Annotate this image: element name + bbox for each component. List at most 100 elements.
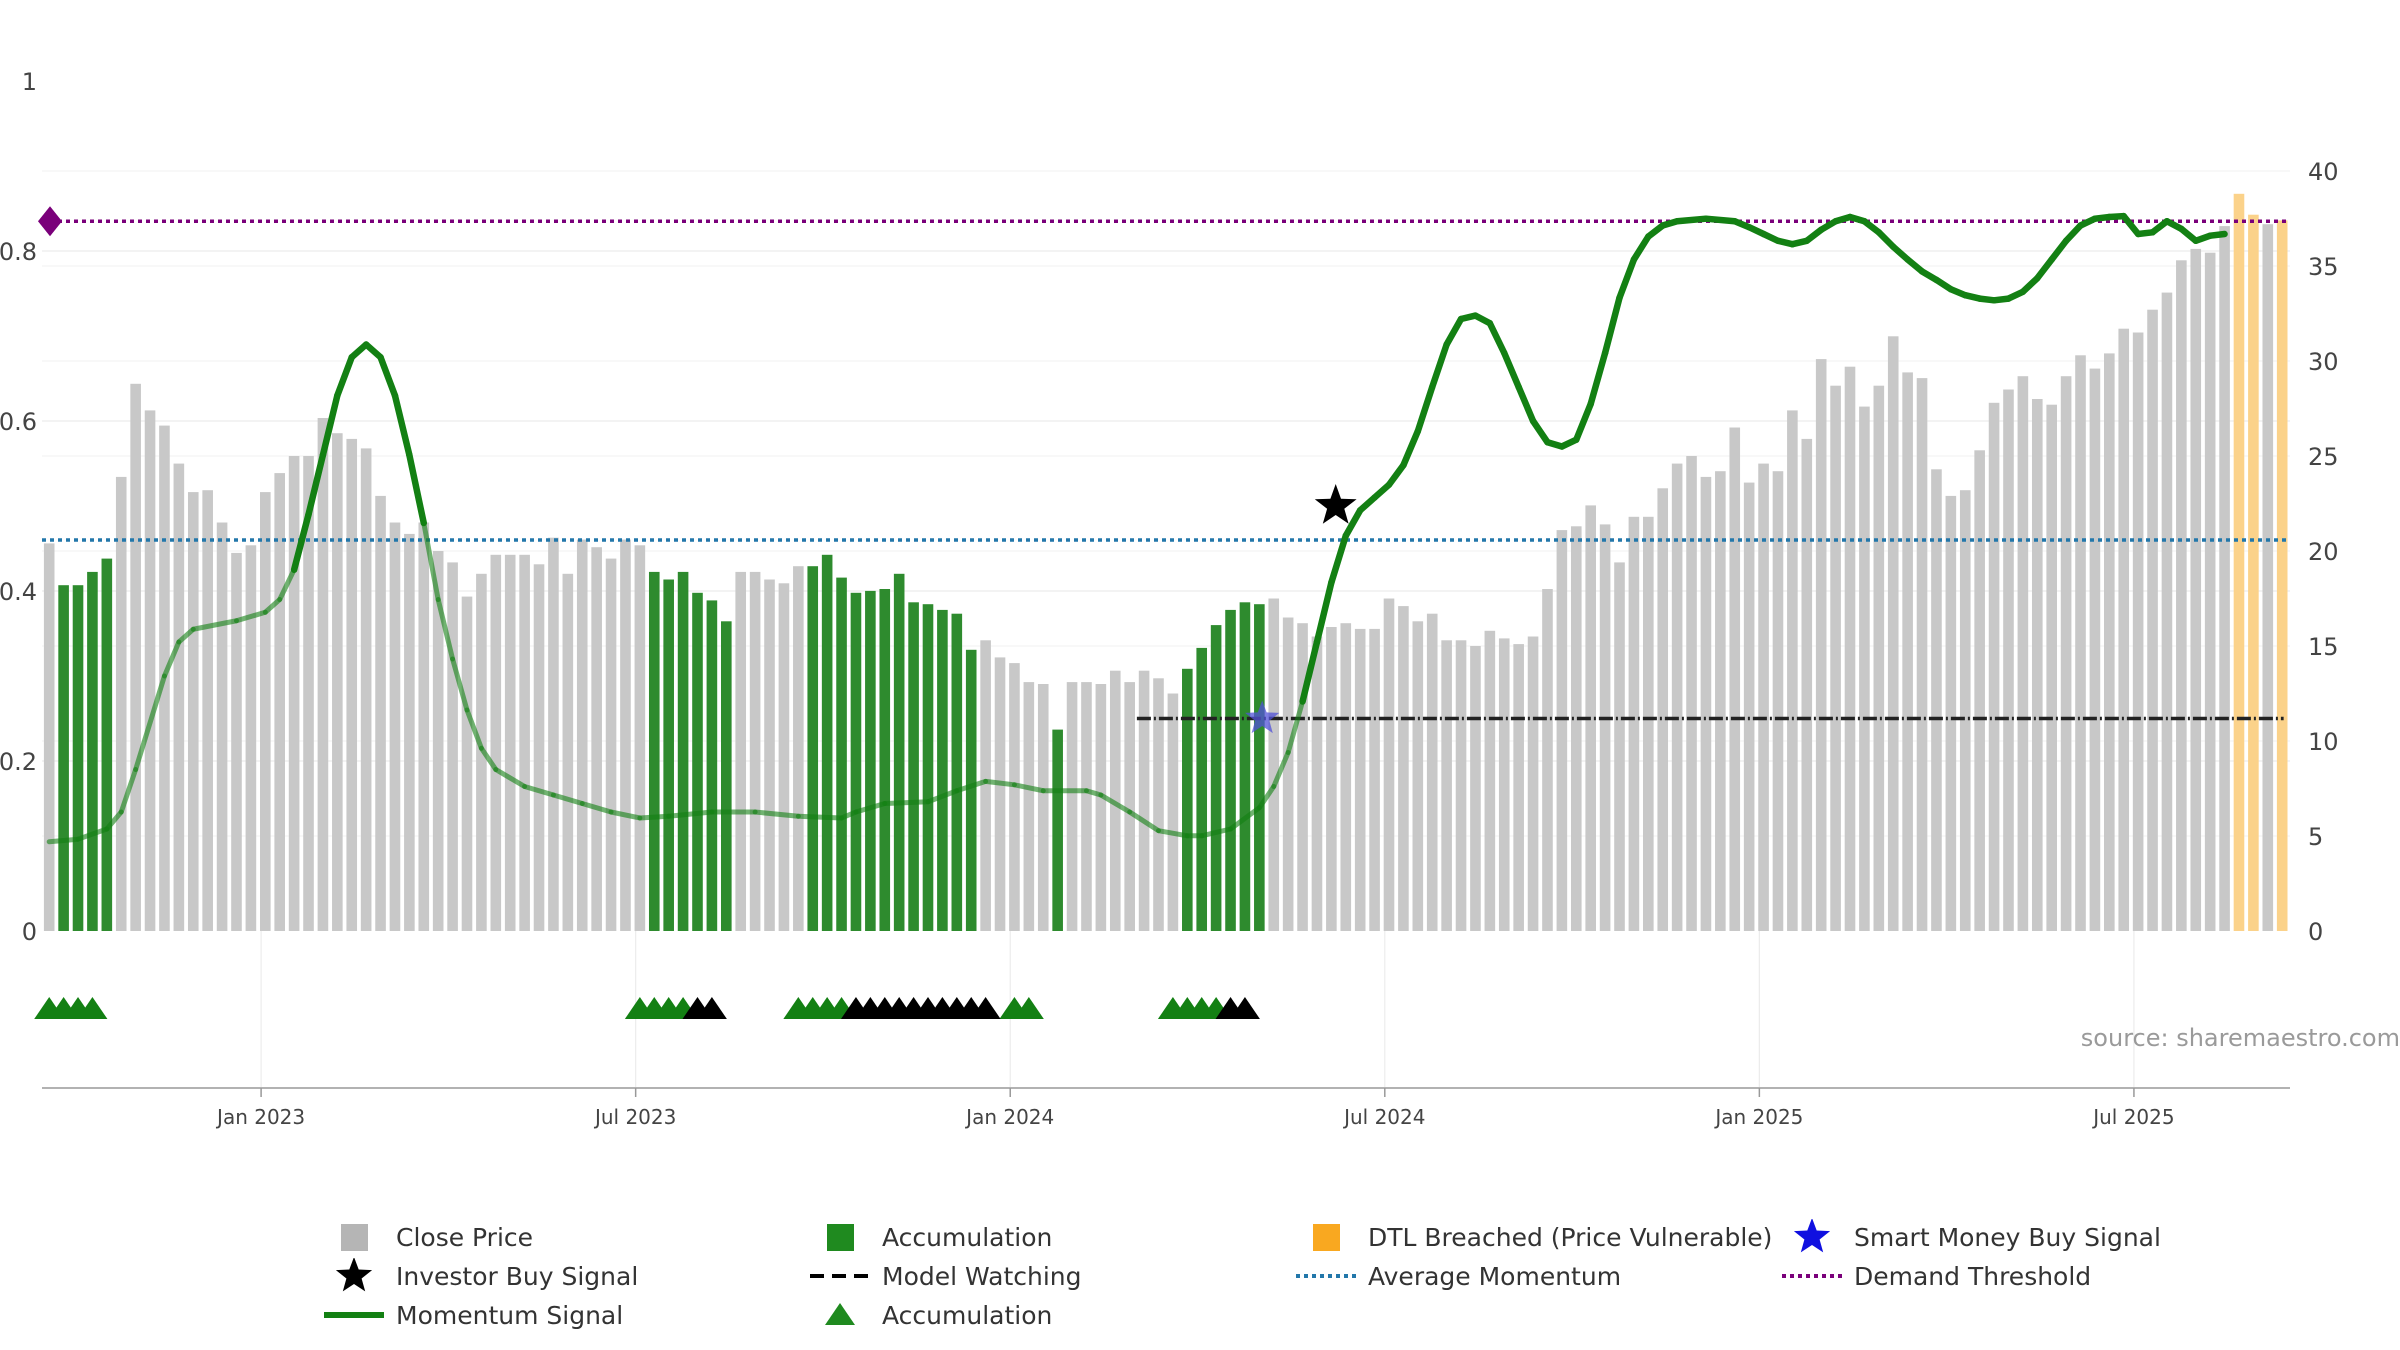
close-price-bar	[245, 545, 257, 931]
close-price-bar	[274, 473, 286, 931]
close-price-bar	[2161, 292, 2173, 932]
momentum-signal-segment	[290, 511, 312, 573]
close-price-bar	[202, 490, 213, 931]
close-price-bar	[605, 558, 617, 931]
momentum-signal-segment	[1011, 782, 1046, 794]
close-price-bar	[2204, 252, 2216, 931]
close-price-bar	[1931, 469, 1942, 931]
close-price-bar	[1009, 663, 1020, 931]
momentum-signal-segment	[233, 609, 268, 624]
accumulation-marker-triangle	[1013, 997, 1044, 1019]
close-price-bar	[793, 566, 804, 931]
close-price-bar	[2219, 226, 2230, 932]
accumulation-bar	[821, 554, 833, 931]
momentum-signal-segment	[2062, 222, 2084, 245]
momentum-signal-segment	[161, 639, 182, 679]
right-axis-label: 10	[2308, 728, 2339, 756]
x-tick-label: Jan 2023	[215, 1105, 305, 1129]
momentum-signal-segment	[1601, 294, 1623, 357]
momentum-signal-segment	[637, 813, 672, 821]
close-price-bar	[2104, 353, 2115, 931]
close-price-bar	[533, 564, 545, 931]
close-price-bar	[1037, 684, 1049, 931]
close-price-bar	[231, 552, 242, 931]
close-price-bar	[1787, 410, 1798, 931]
close-price-bar	[303, 456, 314, 931]
close-price-bar	[2031, 399, 2043, 931]
left-axis-label: 0.2	[0, 748, 37, 776]
close-price-bar	[1455, 640, 1467, 931]
momentum-signal-segment	[190, 618, 239, 632]
accumulation-marker-triangle	[77, 997, 108, 1019]
close-price-bar	[749, 571, 761, 931]
momentum-signal-segment	[406, 451, 428, 527]
signal-markers	[34, 206, 1357, 1019]
left-axis-label: 0.4	[0, 578, 37, 606]
accumulation-bar	[677, 571, 689, 931]
momentum-signal-segment	[1486, 320, 1508, 357]
close-price-bar	[1412, 621, 1424, 931]
close-price-bar	[634, 545, 646, 931]
momentum-signal-segment	[421, 520, 441, 602]
close-price-bar	[1657, 488, 1669, 931]
momentum-signal-segment	[478, 745, 499, 772]
momentum-signal-segment	[2206, 230, 2228, 239]
momentum-signal-segment	[1328, 532, 1350, 586]
close-price-bar	[1542, 589, 1553, 931]
close-price-bar	[259, 492, 271, 931]
close-price-bar	[2147, 309, 2158, 931]
momentum-signal-segment	[1127, 809, 1161, 834]
right-axis-label: 20	[2308, 538, 2339, 566]
accumulation-bar	[721, 621, 732, 931]
accumulation-bar	[101, 558, 113, 931]
accumulation-bar	[951, 613, 963, 931]
momentum-signal-segment	[104, 809, 124, 832]
close-price-bar	[1167, 693, 1179, 931]
close-price-bar	[1599, 524, 1611, 931]
close-price-bar	[144, 410, 156, 931]
left-axis-label: 0	[22, 918, 37, 946]
momentum-signal-segment	[550, 792, 585, 806]
close-price-bar	[2118, 328, 2130, 931]
close-price-bar	[1570, 526, 1582, 931]
close-price-bar	[1686, 456, 1697, 931]
close-price-bar	[1369, 628, 1380, 931]
momentum-signal-segment	[983, 778, 1017, 788]
accumulation-bar	[922, 604, 934, 931]
accumulation-bar	[908, 602, 919, 931]
close-price-bar	[2046, 404, 2057, 931]
momentum-signal-segment	[1443, 315, 1465, 348]
close-price-bar	[43, 543, 55, 931]
momentum-signal-segment	[1630, 233, 1652, 263]
accumulation-bar	[965, 649, 977, 931]
momentum-signal-segment	[334, 354, 355, 399]
left-axis-label: 0.8	[0, 238, 37, 266]
close-price-bar	[1527, 636, 1539, 931]
momentum-signal-segment	[377, 354, 399, 399]
close-price-bar	[1643, 516, 1654, 931]
momentum-signal-segment	[133, 673, 167, 772]
accumulation-bar	[836, 577, 847, 931]
momentum-signal-segment	[1702, 215, 1739, 225]
momentum-signal-segment	[1573, 400, 1594, 443]
axes: Jan 2023 Jul 2023 Jan 2024 Jul 2024 Jan 2025…	[0, 68, 2339, 1129]
close-price-bar	[1268, 598, 1280, 931]
close-price-bar	[1498, 638, 1510, 931]
x-tick-label: Jul 2025	[2091, 1105, 2174, 1129]
close-price-bar	[1844, 366, 1856, 931]
price-bars	[43, 193, 2288, 932]
close-price-bar	[332, 433, 343, 931]
gridlines	[42, 170, 2290, 1087]
close-price-bar	[1887, 336, 1899, 931]
close-price-bar	[1383, 598, 1395, 931]
x-tick-label: Jan 2024	[964, 1105, 1054, 1129]
close-price-bar	[548, 537, 559, 931]
close-price-bar	[1758, 463, 1769, 931]
close-price-bar	[1830, 385, 1841, 931]
close-price-bar	[1398, 606, 1409, 931]
momentum-signal-segment	[1256, 784, 1277, 811]
momentum-signal-segment	[925, 788, 960, 805]
close-price-bar	[2003, 389, 2014, 931]
close-price-bar	[2017, 376, 2029, 931]
accumulation-marker-triangle	[970, 997, 1001, 1019]
